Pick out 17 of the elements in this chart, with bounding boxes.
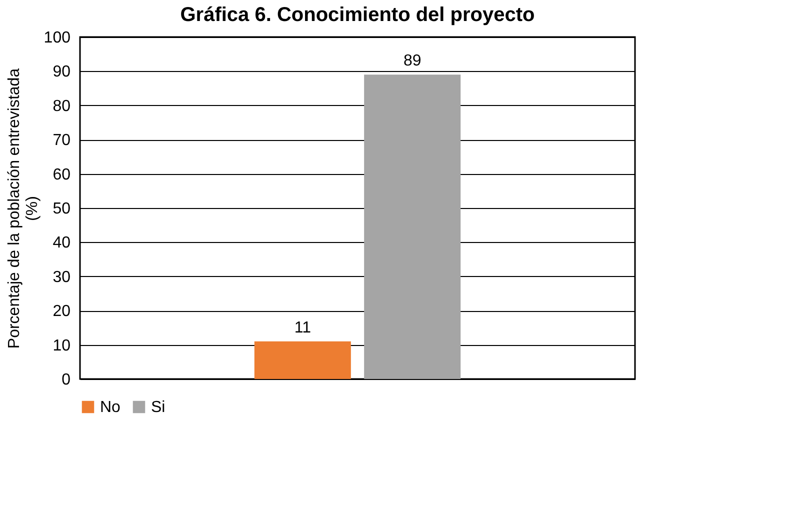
y-tick-label: 30 — [52, 268, 71, 286]
y-tick-label: 90 — [52, 64, 71, 81]
y-tick-label: 80 — [52, 98, 71, 115]
legend-label: No — [100, 399, 121, 416]
y-tick-label: 100 — [44, 30, 71, 46]
y-tick-label: 40 — [52, 234, 71, 252]
legend-label: Si — [151, 399, 166, 416]
data-label: 11 — [294, 319, 312, 336]
y-tick-label: 50 — [52, 200, 71, 218]
y-tick-label: 60 — [52, 166, 71, 184]
y-tick-label: 10 — [52, 337, 71, 354]
y-tick-label: 20 — [52, 303, 71, 320]
y-tick-label: 70 — [52, 132, 71, 150]
chart-title: Gráfica 6. Conocimiento del proyecto — [180, 4, 535, 26]
y-tick-label: 0 — [62, 372, 71, 388]
data-label: 89 — [403, 52, 422, 70]
y-axis-title: Porcentaje de la población entrevistada (%) — [6, 68, 41, 349]
